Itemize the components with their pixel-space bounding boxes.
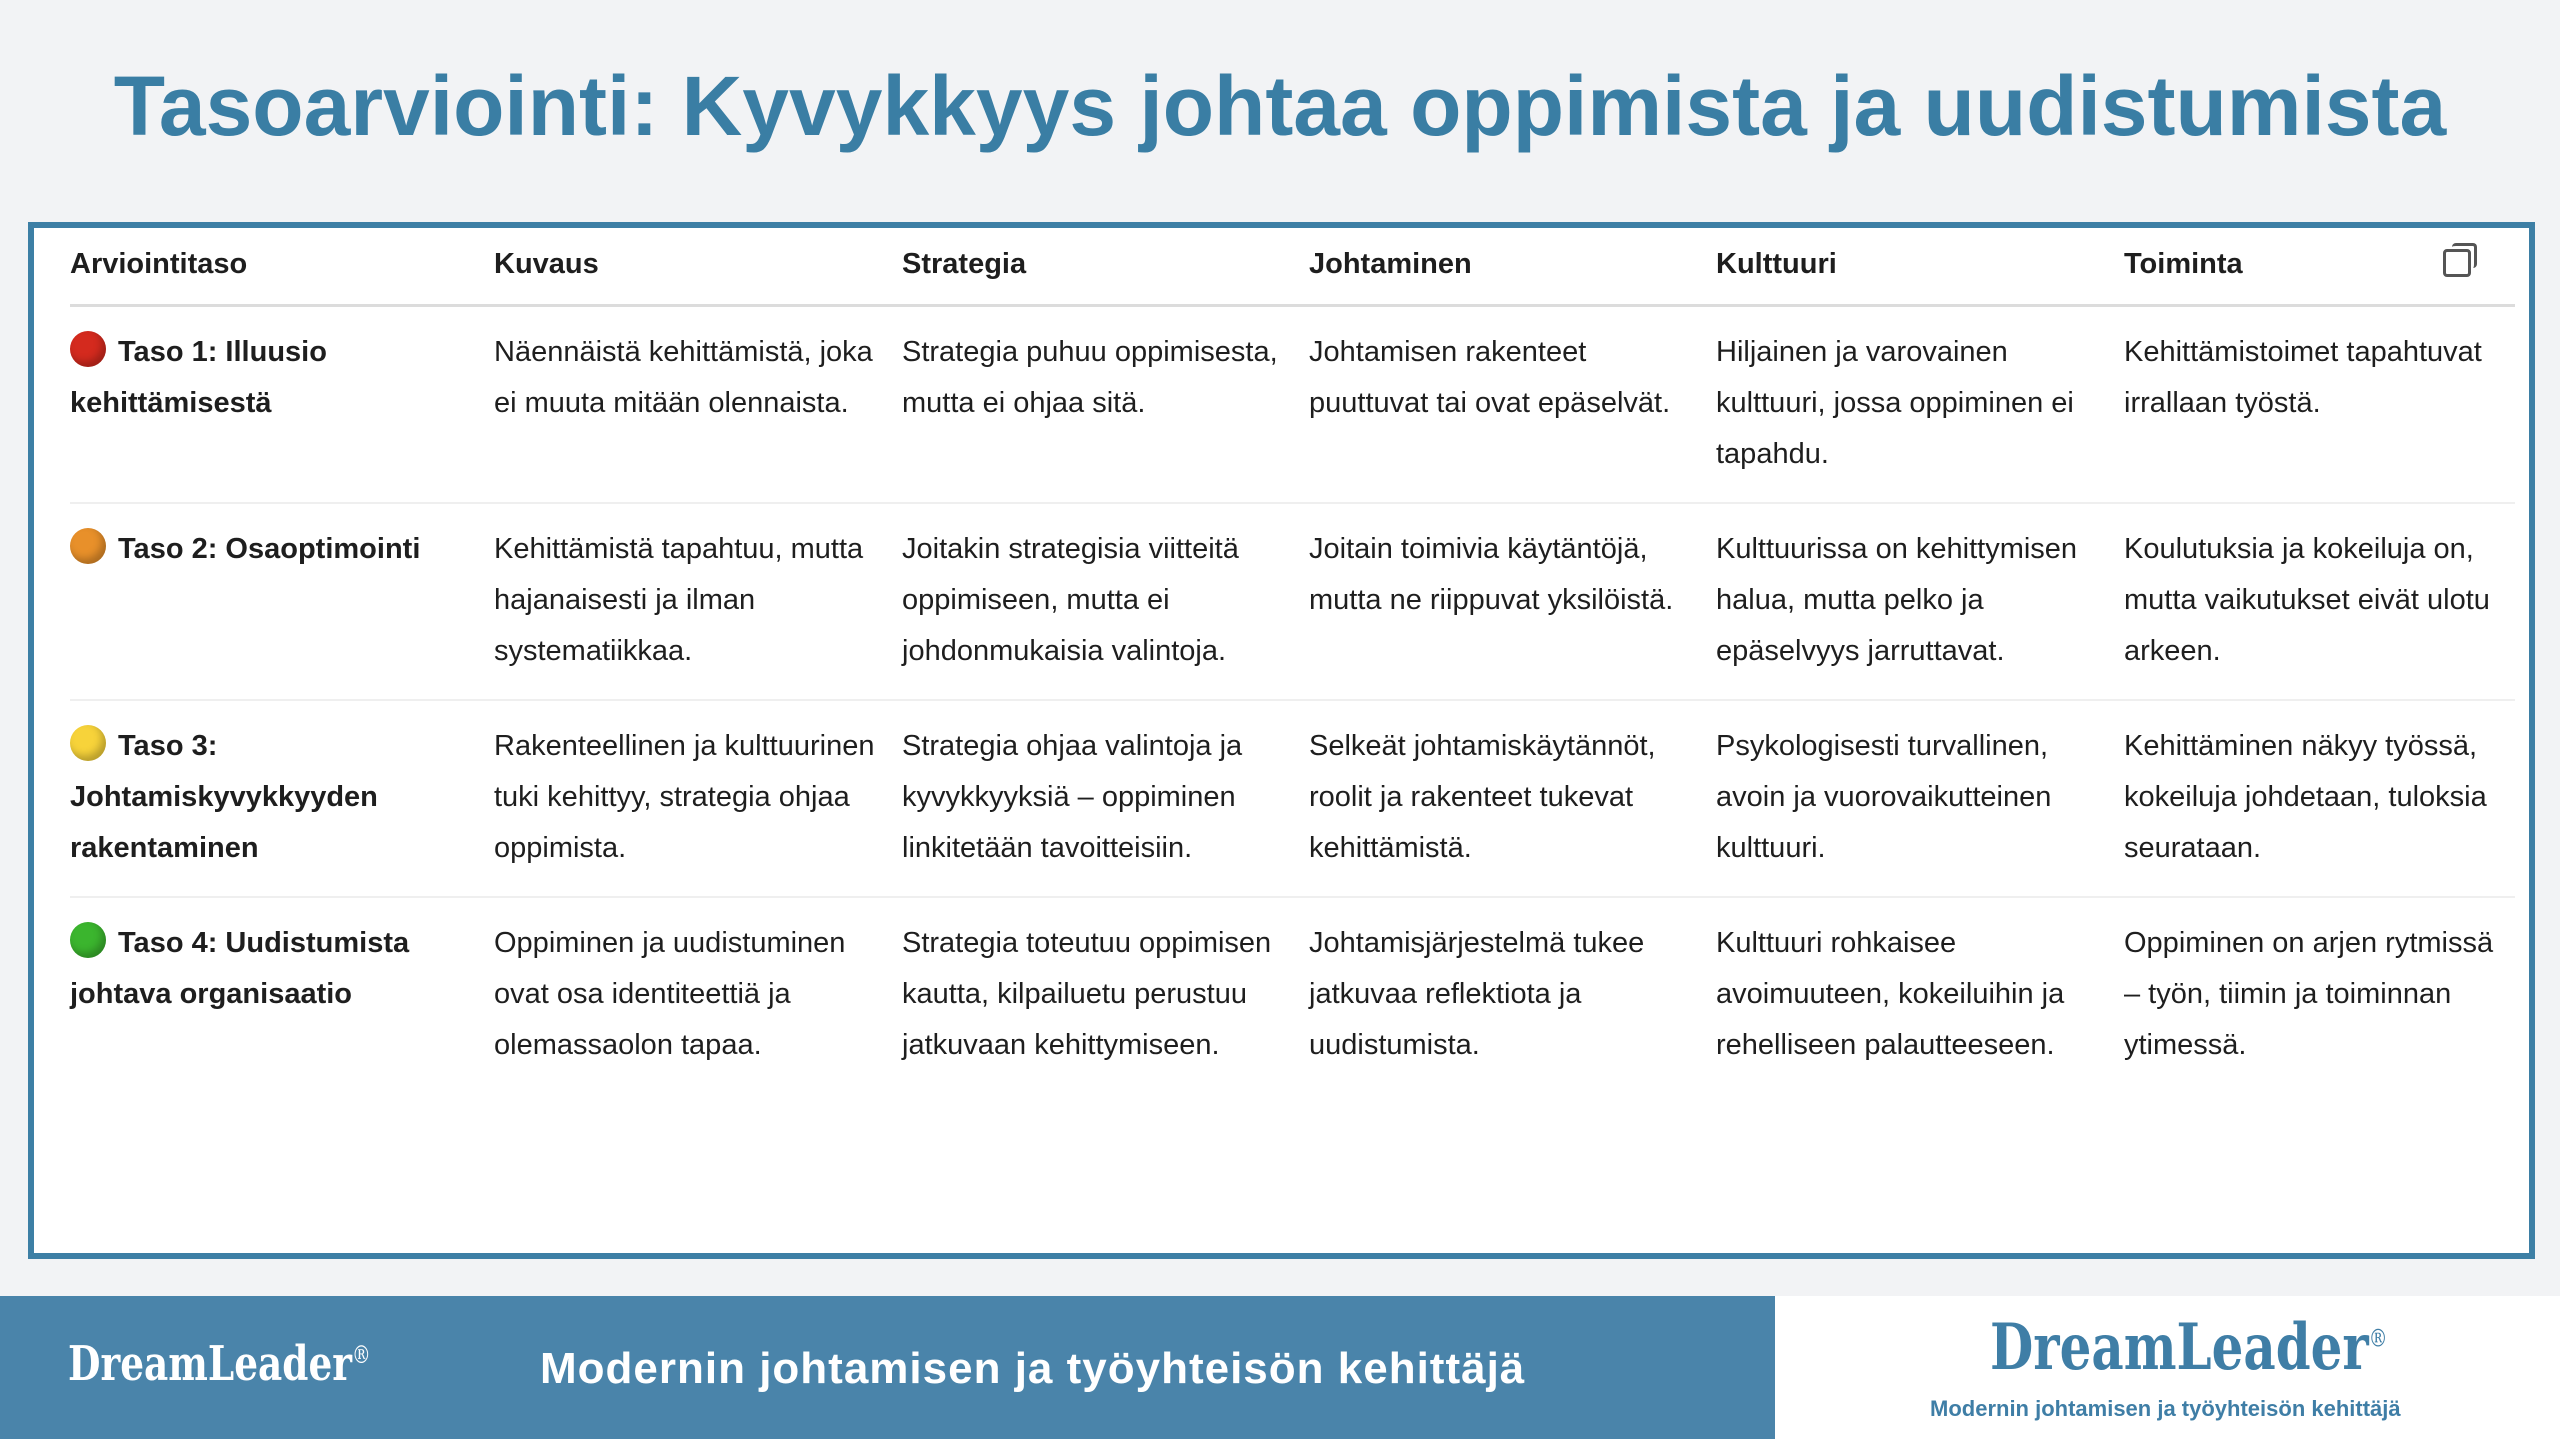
cell-text: Johtamisen rakenteet puuttuvat tai ovat … bbox=[1309, 336, 1671, 419]
cell-text: Johtamisjärjestelmä tukee jatkuvaa refle… bbox=[1309, 927, 1645, 1061]
table-cell: Kulttuuri rohkaisee avoimuuteen, kokeilu… bbox=[1716, 897, 2124, 1093]
table-cell: Kulttuurissa on kehittymisen halua, mutt… bbox=[1716, 503, 2124, 701]
column-header: Toiminta bbox=[2124, 243, 2515, 307]
footer-tagline: Modernin johtamisen ja työyhteisön kehit… bbox=[540, 1344, 1526, 1393]
cell-text: Rakenteellinen ja kulttuurinen tuki kehi… bbox=[494, 730, 875, 864]
table-cell: Näennäistä kehittämistä, joka ei muuta m… bbox=[494, 305, 902, 504]
table-cell: Strategia puhuu oppimisesta, mutta ei oh… bbox=[902, 305, 1309, 504]
level-assessment-table: Arviointitaso Kuvaus Strategia Johtaminen Ku… bbox=[70, 243, 2515, 1093]
cell-text: Kulttuuri rohkaisee avoimuuteen, kokeilu… bbox=[1716, 927, 2065, 1061]
cell-text: Taso 2: Osaoptimointi bbox=[118, 533, 421, 565]
level-status-dot-icon bbox=[70, 922, 106, 958]
column-header-label: Arviointitaso bbox=[70, 248, 248, 280]
cell-text: Oppiminen on arjen rytmissä – työn, tiim… bbox=[2124, 927, 2494, 1061]
table-cell: Joitakin strategisia viitteitä oppimisee… bbox=[902, 503, 1309, 701]
cell-text: Selkeät johtamiskäytännöt, roolit ja rak… bbox=[1309, 730, 1656, 864]
cell-text: Oppiminen ja uudistuminen ovat osa ident… bbox=[494, 927, 846, 1061]
level-cell: Taso 1: Illuusio kehittämisestä bbox=[70, 305, 494, 504]
table-cell: Selkeät johtamiskäytännöt, roolit ja rak… bbox=[1309, 700, 1716, 898]
column-header-label: Johtaminen bbox=[1309, 248, 1472, 280]
dreamleader-logo: DreamLeader® bbox=[68, 1336, 371, 1392]
footer-banner: DreamLeader® Modernin johtamisen ja työy… bbox=[0, 1296, 1775, 1439]
cell-text: Joitain toimivia käytäntöjä, mutta ne ri… bbox=[1309, 533, 1674, 616]
cell-text: Koulutuksia ja kokeiluja on, mutta vaiku… bbox=[2124, 533, 2490, 667]
table-cell: Strategia toteutuu oppimisen kautta, kil… bbox=[902, 897, 1309, 1093]
column-header: Strategia bbox=[902, 248, 1309, 307]
table-cell: Kehittämistoimet tapahtuvat irrallaan ty… bbox=[2124, 305, 2515, 504]
cell-text: Taso 4: Uudistumista johtava organisaati… bbox=[70, 927, 410, 1010]
cell-text: Kehittämistä tapahtuu, mutta hajanaisest… bbox=[494, 533, 864, 667]
level-status-dot-icon bbox=[70, 331, 106, 367]
level-status-dot-icon bbox=[70, 725, 106, 761]
table-cell: Psykologisesti turvallinen, avoin ja vuo… bbox=[1716, 700, 2124, 898]
cell-text: Strategia puhuu oppimisesta, mutta ei oh… bbox=[902, 336, 1278, 419]
footer: DreamLeader® Modernin johtamisen ja työy… bbox=[0, 1296, 2560, 1439]
table-cell: Oppiminen on arjen rytmissä – työn, tiim… bbox=[2124, 897, 2515, 1093]
table-cell: Strategia ohjaa valintoja ja kyvykkyyksi… bbox=[902, 700, 1309, 898]
table-cell: Johtamisjärjestelmä tukee jatkuvaa refle… bbox=[1309, 897, 1716, 1093]
cell-text: Hiljainen ja varovainen kulttuuri, jossa… bbox=[1716, 336, 2074, 470]
dreamleader-logo-large: DreamLeader® bbox=[1990, 1310, 2388, 1385]
level-assessment-table-card: Arviointitaso Kuvaus Strategia Johtaminen Ku… bbox=[28, 222, 2535, 1259]
table-row: Taso 1: Illuusio kehittämisestä Näennäist… bbox=[70, 305, 2515, 504]
table-cell: Johtamisen rakenteet puuttuvat tai ovat … bbox=[1309, 305, 1716, 504]
column-header-label: Kulttuuri bbox=[1716, 248, 1837, 280]
column-header: Kulttuuri bbox=[1716, 248, 2124, 307]
cell-text: Näennäistä kehittämistä, joka ei muuta m… bbox=[494, 336, 873, 419]
cell-text: Joitakin strategisia viitteitä oppimisee… bbox=[902, 533, 1239, 667]
column-header: Arviointitaso bbox=[70, 248, 494, 307]
level-cell: Taso 4: Uudistumista johtava organisaati… bbox=[70, 897, 494, 1093]
column-header: Johtaminen bbox=[1309, 248, 1716, 307]
cell-text: Kehittäminen näkyy työssä, kokeiluja joh… bbox=[2124, 730, 2487, 864]
cell-text: Taso 1: Illuusio kehittämisestä bbox=[70, 336, 327, 419]
column-header: Kuvaus bbox=[494, 248, 902, 307]
cell-text: Kehittämistoimet tapahtuvat irrallaan ty… bbox=[2124, 336, 2482, 419]
table-row: Taso 2: Osaoptimointi Kehittämistä tapaht… bbox=[70, 503, 2515, 701]
level-cell: Taso 2: Osaoptimointi bbox=[70, 503, 494, 701]
level-cell: Taso 3: Johtamiskyvykkyyden rakentaminen bbox=[70, 700, 494, 898]
cell-text: Psykologisesti turvallinen, avoin ja vuo… bbox=[1716, 730, 2052, 864]
logo-tagline: Modernin johtamisen ja työyhteisön kehit… bbox=[1930, 1396, 2401, 1421]
column-header-label: Kuvaus bbox=[494, 248, 599, 280]
column-header-label: Toiminta bbox=[2124, 248, 2243, 280]
table-cell: Kehittämistä tapahtuu, mutta hajanaisest… bbox=[494, 503, 902, 701]
page-title: Tasoarviointi: Kyvykkyys johtaa oppimist… bbox=[113, 59, 2447, 153]
cell-text: Taso 3: Johtamiskyvykkyyden rakentaminen bbox=[70, 730, 378, 864]
table-cell: Joitain toimivia käytäntöjä, mutta ne ri… bbox=[1309, 503, 1716, 701]
table-cell: Kehittäminen näkyy työssä, kokeiluja joh… bbox=[2124, 700, 2515, 898]
table-cell: Rakenteellinen ja kulttuurinen tuki kehi… bbox=[494, 700, 902, 898]
table-cell: Hiljainen ja varovainen kulttuuri, jossa… bbox=[1716, 305, 2124, 504]
cell-text: Strategia ohjaa valintoja ja kyvykkyyksi… bbox=[902, 730, 1243, 864]
copy-icon[interactable] bbox=[2442, 243, 2477, 277]
table-row: Taso 4: Uudistumista johtava organisaati… bbox=[70, 897, 2515, 1093]
table-cell: Koulutuksia ja kokeiluja on, mutta vaiku… bbox=[2124, 503, 2515, 701]
column-header-label: Strategia bbox=[902, 248, 1027, 280]
table-cell: Oppiminen ja uudistuminen ovat osa ident… bbox=[494, 897, 902, 1093]
cell-text: Kulttuurissa on kehittymisen halua, mutt… bbox=[1716, 533, 2078, 667]
cell-text: Strategia toteutuu oppimisen kautta, kil… bbox=[902, 927, 1272, 1061]
table-row: Taso 3: Johtamiskyvykkyyden rakentaminen… bbox=[70, 700, 2515, 898]
level-status-dot-icon bbox=[70, 528, 106, 564]
table-header-row: Arviointitaso Kuvaus Strategia Johtaminen Ku… bbox=[70, 243, 2515, 307]
